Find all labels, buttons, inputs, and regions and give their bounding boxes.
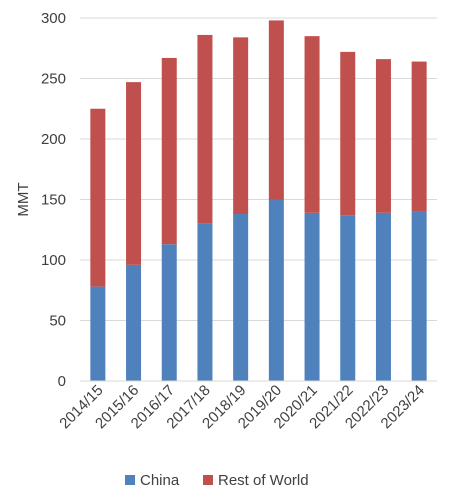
bar-rest-of-world [197, 34, 213, 224]
legend-swatch [203, 475, 213, 485]
y-tick-label: 200 [41, 131, 66, 148]
bar-china [304, 212, 320, 381]
bar-china [411, 211, 427, 381]
bar-rest-of-world [304, 36, 320, 213]
bar-rest-of-world [90, 108, 106, 287]
bar-china [268, 199, 284, 381]
bar-china [375, 212, 391, 381]
bar-china [233, 214, 249, 381]
y-tick-label: 100 [41, 252, 66, 269]
y-tick-label: 300 [41, 10, 66, 27]
bar-rest-of-world [340, 51, 356, 216]
bar-china [161, 244, 177, 381]
y-tick-label: 50 [49, 313, 66, 330]
bars [90, 20, 427, 381]
y-axis-title: MMT [15, 182, 32, 216]
legend-label: China [140, 472, 180, 489]
bar-rest-of-world [411, 61, 427, 212]
bar-china [90, 286, 106, 381]
y-tick-labels: 0 50 100 150 200 250 300 [41, 10, 66, 390]
y-tick-label: 250 [41, 71, 66, 88]
legend: China Rest of World [125, 472, 309, 489]
bar-china [340, 215, 356, 381]
bar-rest-of-world [268, 20, 284, 200]
y-tick-label: 150 [41, 192, 66, 209]
bar-rest-of-world [375, 59, 391, 213]
y-tick-label: 0 [58, 373, 66, 390]
bar-rest-of-world [233, 37, 249, 215]
bar-china [197, 223, 213, 381]
bar-china [126, 264, 142, 381]
x-tick-labels: 2014/152015/162016/172017/182018/192019/… [56, 382, 428, 432]
bar-rest-of-world [126, 82, 142, 265]
legend-swatch [125, 475, 135, 485]
bar-rest-of-world [161, 57, 177, 245]
legend-label: Rest of World [218, 472, 309, 489]
